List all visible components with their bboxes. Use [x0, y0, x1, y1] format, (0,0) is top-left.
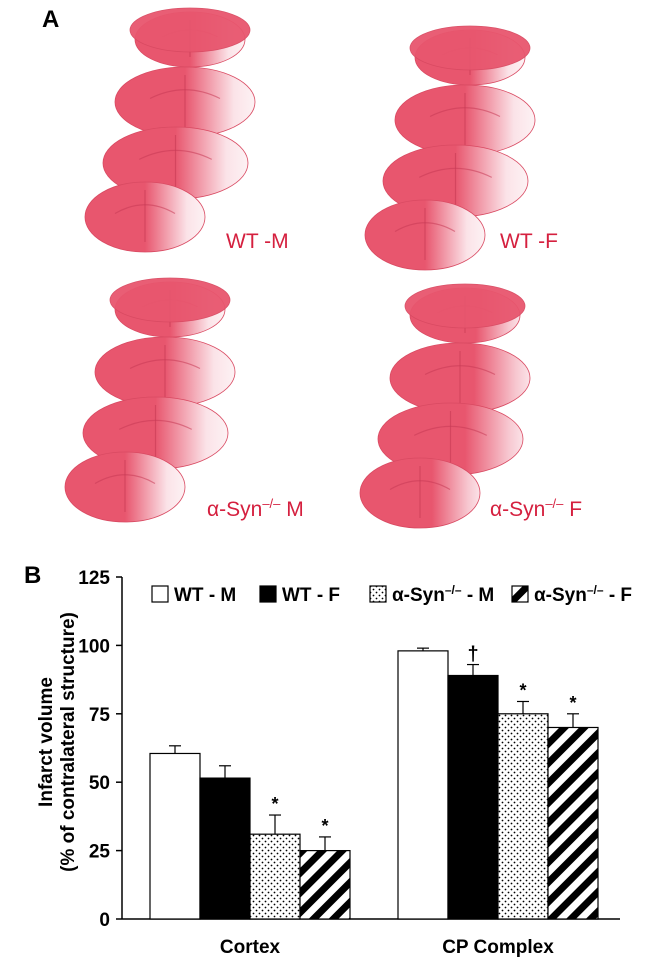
y-axis-label-line2: (% of contralateral structure) [58, 612, 79, 872]
brain-stack-asyn-f [359, 283, 531, 529]
bar-1-2 [497, 713, 549, 920]
brain-structure [394, 222, 456, 233]
bar-0-2 [249, 833, 301, 920]
brain-stack-asyn-m [64, 277, 236, 523]
bar-1-3 [547, 726, 599, 920]
panel-a-letter: A [42, 6, 60, 33]
brain-structure [413, 425, 488, 436]
significance-mark: † [467, 644, 478, 666]
bar-0-1 [199, 777, 251, 920]
y-tick-label: 25 [89, 842, 111, 863]
legend-swatch [369, 585, 387, 603]
brain-structure [149, 89, 221, 100]
bar-0-0 [149, 752, 201, 920]
brain-slice-top [129, 7, 251, 53]
significance-mark: * [569, 693, 576, 713]
brain-structure [424, 365, 496, 376]
significance-mark: * [271, 794, 278, 814]
bar-1-1 [447, 674, 499, 920]
brain-label-asyn-f: α-Syn–/– F [490, 496, 583, 521]
legend-label: WT - M [174, 585, 236, 606]
brain-sections-image [64, 7, 536, 529]
brain-slice-top [404, 283, 526, 329]
brain-structure [129, 359, 201, 370]
bar-0-3 [299, 849, 351, 920]
significance-mark: * [519, 680, 526, 700]
brain-structure [429, 107, 501, 118]
legend-label: α-Syn–/– - F [534, 583, 632, 606]
brain-structure [389, 480, 451, 491]
bar-1-0 [397, 650, 449, 920]
category-label: CP Complex [442, 937, 554, 958]
brain-structure [114, 204, 176, 215]
legend-label: α-Syn–/– - M [392, 583, 494, 606]
brain-stack-wt-m [84, 7, 256, 253]
brain-slice-top [109, 277, 231, 323]
brain-structure [94, 474, 156, 485]
brain-slice-top [409, 25, 531, 71]
brain-structure [118, 419, 193, 430]
y-tick-label: 100 [78, 636, 110, 657]
infarct-volume-bar-chart: Infarct volume (% of contralateral struc… [36, 568, 632, 958]
brain-label-asyn-m: α-Syn–/– M [207, 496, 304, 521]
y-tick-label: 50 [89, 773, 110, 794]
brain-stack-wt-f [364, 25, 536, 271]
brain-structure [138, 149, 213, 160]
panel-b-letter: B [24, 562, 42, 589]
brain-label-wt-m: WT -M [226, 230, 289, 253]
brain-structure [418, 167, 493, 178]
legend-label: WT - F [282, 585, 340, 606]
y-tick-label: 125 [78, 568, 110, 589]
legend-swatch [259, 585, 277, 603]
y-axis-label-line1: Infarct volume [36, 677, 57, 807]
y-tick-label: 75 [89, 705, 111, 726]
legend-swatch [151, 585, 169, 603]
category-label: Cortex [220, 937, 281, 958]
significance-mark: * [321, 816, 328, 836]
legend-swatch [511, 585, 529, 603]
y-tick-label: 0 [99, 910, 110, 931]
brain-label-wt-f: WT -F [500, 230, 558, 253]
